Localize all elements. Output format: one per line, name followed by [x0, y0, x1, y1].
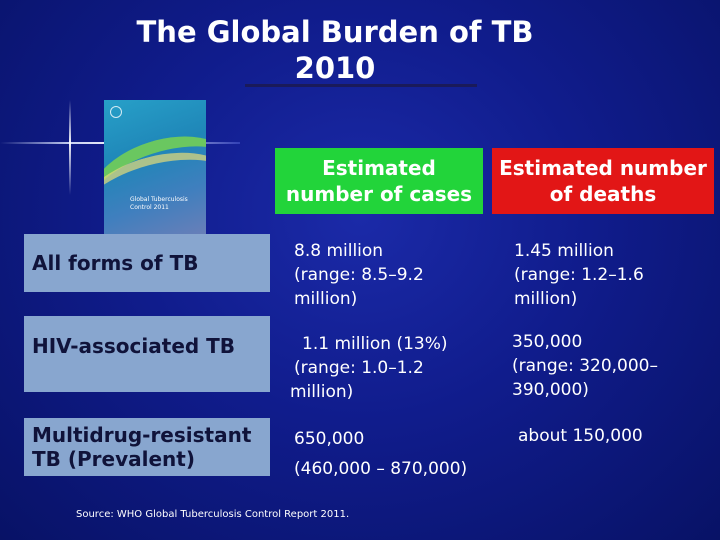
cell-cases-mdr: 650,000 (460,000 – 870,000): [294, 424, 467, 484]
cell-line: 8.8 million: [294, 241, 384, 261]
cell-line: 390,000): [512, 380, 589, 400]
header-cases-line-1: Estimated: [322, 156, 436, 180]
cell-cases-hiv-associated: 1.1 million (13%) (range: 1.0–1.2 millio…: [290, 332, 448, 404]
cell-line: about 150,000: [518, 426, 643, 446]
header-estimated-deaths: Estimated number of deaths: [492, 148, 714, 214]
cover-title: Global Tuberculosis Control 2011: [130, 196, 188, 211]
row-label-text: All forms of TB: [32, 251, 199, 275]
cell-line: 650,000: [294, 429, 365, 449]
row-label-hiv-associated: HIV-associated TB: [24, 316, 270, 392]
cell-cases-all-forms: 8.8 million (range: 8.5–9.2 million): [294, 239, 424, 311]
row-label-all-forms: All forms of TB: [24, 234, 270, 292]
title-line-1: The Global Burden of TB: [136, 15, 534, 49]
header-deaths-line-2: of deaths: [549, 182, 657, 206]
row-label-mdr: Multidrug-resistant TB (Prevalent): [24, 418, 270, 476]
header-estimated-cases: Estimated number of cases: [275, 148, 483, 214]
row-label-text: Multidrug-resistant: [32, 423, 252, 447]
row-label-text: HIV-associated TB: [32, 334, 236, 358]
slide-title: The Global Burden of TB 2010: [70, 14, 600, 86]
row-label-text: TB (Prevalent): [32, 447, 195, 471]
cell-line: (range: 1.0–1.2: [294, 358, 424, 378]
header-deaths-line-1: Estimated number: [499, 156, 707, 180]
cell-line: 1.45 million: [514, 241, 614, 261]
title-underline: [245, 84, 477, 87]
cell-deaths-all-forms: 1.45 million (range: 1.2–1.6 million): [514, 239, 644, 311]
decorative-flare-vertical: [69, 100, 71, 195]
cell-line: million): [290, 382, 354, 402]
cell-line: (460,000 – 870,000): [294, 459, 468, 479]
cell-line: (range: 320,000–: [512, 356, 658, 376]
cell-line: million): [294, 289, 358, 309]
cell-line: million): [514, 289, 578, 309]
who-logo-icon: [110, 106, 122, 118]
cell-line: (range: 1.2–1.6: [514, 265, 644, 285]
cell-deaths-mdr: about 150,000: [518, 424, 643, 448]
cell-deaths-hiv-associated: 350,000 (range: 320,000– 390,000): [512, 330, 658, 402]
source-note: Source: WHO Global Tuberculosis Control …: [76, 509, 350, 520]
title-line-2: 2010: [294, 51, 376, 85]
header-cases-line-2: number of cases: [285, 182, 473, 206]
cell-line: (range: 8.5–9.2: [294, 265, 424, 285]
cell-line: 350,000: [512, 332, 583, 352]
report-cover-image: Global Tuberculosis Control 2011: [104, 100, 206, 236]
cell-line: 1.1 million (13%): [302, 334, 448, 354]
